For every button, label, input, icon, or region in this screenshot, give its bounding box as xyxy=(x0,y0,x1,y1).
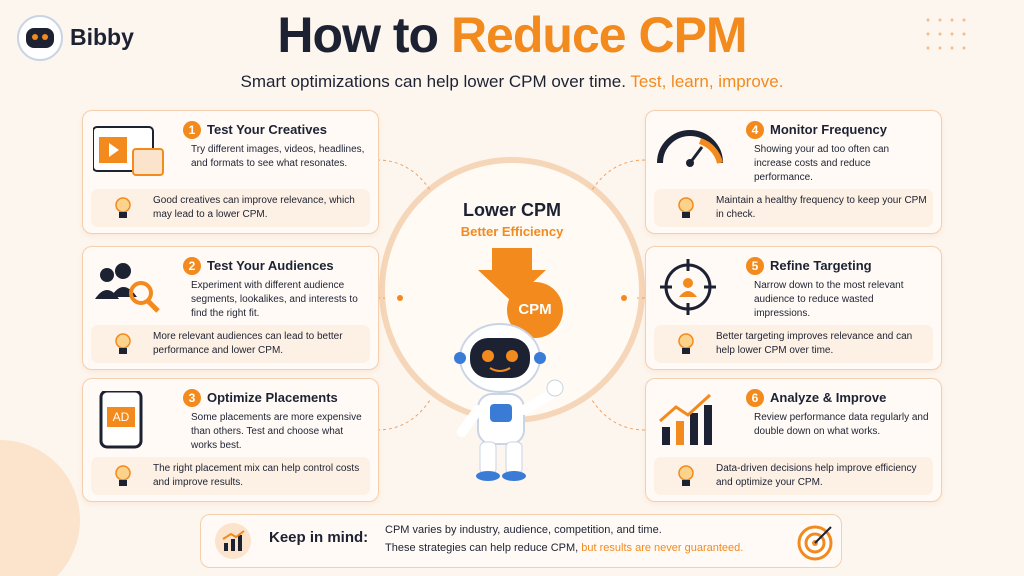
title: How to Reduce CPM xyxy=(0,6,1024,64)
card-body: Some placements are more expensive than … xyxy=(191,412,362,451)
center-title: Lower CPM xyxy=(462,200,561,220)
card-icon xyxy=(659,393,712,445)
card-title: Analyze & Improve xyxy=(770,390,887,405)
footer: Keep in mind: CPM varies by industry, au… xyxy=(200,514,842,568)
card-tip: More relevant audiences can lead to bett… xyxy=(91,325,370,363)
card-body: Experiment with different audience segme… xyxy=(191,280,358,319)
card-body: Try different images, videos, headlines,… xyxy=(191,144,365,169)
card-title: Test Your Audiences xyxy=(207,258,334,273)
card-number: 4 xyxy=(746,121,764,139)
card-title: Test Your Creatives xyxy=(207,122,327,137)
subtitle-part: Smart optimizations can help lower CPM o… xyxy=(240,72,626,91)
tip-text: Good creatives can improve relevance, wh… xyxy=(153,195,355,220)
card-icon xyxy=(95,263,160,313)
tip-text: Maintain a healthy frequency to keep you… xyxy=(716,195,927,220)
cpm-badge: CPM xyxy=(518,301,552,318)
bulb-icon xyxy=(678,333,694,354)
card: 5 Refine Targeting Narrow down to the mo… xyxy=(645,246,942,370)
bulb-icon xyxy=(678,197,694,218)
card-tip: Data-driven decisions help improve effic… xyxy=(654,457,933,495)
title-part: How to xyxy=(277,7,451,63)
footer-line: These strategies can help reduce CPM, bu… xyxy=(385,542,743,554)
card-body: Narrow down to the most relevant audienc… xyxy=(754,280,904,319)
card-number: 5 xyxy=(746,257,764,275)
card-tip: Maintain a healthy frequency to keep you… xyxy=(654,189,933,227)
footer-text: These strategies can help reduce CPM, xyxy=(385,542,579,554)
card-tip: Good creatives can improve relevance, wh… xyxy=(91,189,370,227)
bulb-icon xyxy=(115,333,131,354)
bulb-icon xyxy=(115,465,131,486)
card-title: Refine Targeting xyxy=(770,258,872,273)
card: 6 Analyze & Improve Review performance d… xyxy=(645,378,942,502)
card: 4 Monitor Frequency Showing your ad too … xyxy=(645,110,942,234)
target-icon xyxy=(797,525,833,561)
card: AD 3 Optimize Placements Some placements… xyxy=(82,378,379,502)
card-body: Review performance data regularly and do… xyxy=(754,412,929,437)
card-tip: The right placement mix can help control… xyxy=(91,457,370,495)
footer-line: CPM varies by industry, audience, compet… xyxy=(385,524,662,536)
card-tip: Better targeting improves relevance and … xyxy=(654,325,933,363)
card-number: 1 xyxy=(183,121,201,139)
footer-icon xyxy=(215,523,251,559)
tip-text: Data-driven decisions help improve effic… xyxy=(716,463,917,488)
card-number: 3 xyxy=(183,389,201,407)
bulb-icon xyxy=(678,465,694,486)
subtitle-highlight: Test, learn, improve. xyxy=(630,72,784,91)
logo-text: Bibby xyxy=(70,24,134,50)
title-highlight: Reduce CPM xyxy=(450,7,748,63)
card-icon: AD xyxy=(99,391,143,449)
card-icon xyxy=(93,126,164,176)
bulb-icon xyxy=(115,197,131,218)
card-number: 6 xyxy=(746,389,764,407)
footer-highlight: but results are never guaranteed. xyxy=(581,542,744,554)
card-number: 2 xyxy=(183,257,201,275)
ad-label: AD xyxy=(113,410,130,424)
logo-robot xyxy=(17,15,63,61)
card: 1 Test Your Creatives Try different imag… xyxy=(82,110,379,234)
card-body: Showing your ad too often can increase c… xyxy=(754,144,890,183)
tip-text: More relevant audiences can lead to bett… xyxy=(153,331,343,356)
tip-text: Better targeting improves relevance and … xyxy=(716,331,913,356)
tip-text: The right placement mix can help control… xyxy=(153,463,360,488)
card: 2 Test Your Audiences Experiment with di… xyxy=(82,246,379,370)
card-icon xyxy=(657,130,723,167)
footer-label: Keep in mind: xyxy=(269,529,369,546)
card-title: Monitor Frequency xyxy=(770,122,888,137)
card-icon xyxy=(660,259,716,315)
robot xyxy=(454,323,564,481)
center-subtitle: Better Efficiency xyxy=(460,224,564,239)
card-title: Optimize Placements xyxy=(207,390,338,405)
subtitle: Smart optimizations can help lower CPM o… xyxy=(0,72,1024,92)
